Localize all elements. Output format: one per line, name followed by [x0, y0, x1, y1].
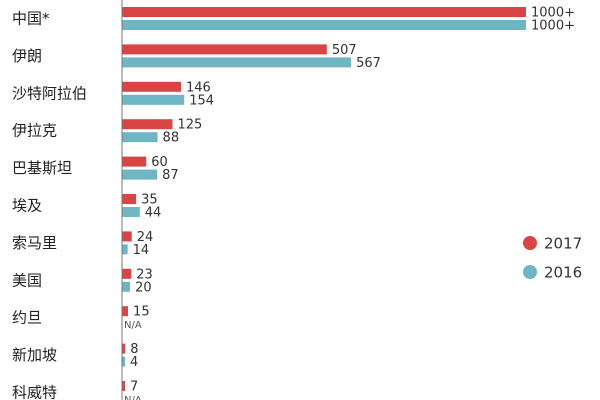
category-label: 伊拉克 — [12, 122, 57, 140]
bar-2016 — [122, 132, 158, 143]
legend-label: 2016 — [544, 264, 582, 282]
value-label: 146 — [186, 80, 211, 95]
value-label: 15 — [133, 305, 150, 320]
category-label: 美国 — [12, 271, 42, 289]
value-label: 35 — [141, 193, 158, 208]
bar-2016 — [122, 94, 185, 105]
value-label: 87 — [162, 168, 179, 183]
value-label: 1000+ — [531, 19, 575, 34]
bar-2016 — [122, 356, 125, 367]
category-label: 索马里 — [12, 234, 57, 252]
bar-2017 — [122, 81, 181, 92]
legend-marker-2017 — [523, 236, 537, 250]
bar-2017 — [122, 119, 173, 130]
value-label: N/A — [124, 395, 142, 400]
bar-2016 — [122, 20, 526, 30]
bar-2017 — [122, 194, 137, 204]
category-label: 约旦 — [12, 309, 42, 327]
value-label: 23 — [136, 267, 153, 282]
value-label: 507 — [332, 43, 357, 58]
bar-2017 — [122, 381, 125, 391]
value-label: N/A — [124, 320, 142, 331]
value-label: 14 — [133, 243, 150, 258]
category-label: 沙特阿拉伯 — [12, 84, 87, 102]
bar-2017 — [122, 268, 132, 279]
bar-2017 — [122, 306, 129, 317]
category-label: 科威特 — [12, 384, 57, 400]
bar-2016 — [122, 57, 352, 68]
value-label: 7 — [130, 380, 138, 395]
value-label: 20 — [135, 280, 152, 295]
value-label: 60 — [151, 155, 168, 170]
value-label: 4 — [130, 355, 138, 370]
category-label: 埃及 — [12, 197, 42, 215]
bar-2016 — [122, 169, 158, 180]
value-label: 24 — [137, 230, 154, 245]
bar-2016 — [122, 207, 140, 217]
category-label: 巴基斯坦 — [12, 159, 72, 177]
bar-2017 — [122, 231, 132, 242]
value-label: 88 — [163, 131, 180, 146]
category-label: 中国* — [12, 10, 50, 28]
bar-2017 — [122, 156, 147, 167]
value-label: 154 — [189, 93, 214, 108]
value-label: 125 — [178, 118, 203, 133]
bar-2017 — [122, 44, 327, 55]
category-label: 伊朗 — [12, 47, 42, 65]
bar-2016 — [122, 281, 131, 292]
value-label: 567 — [356, 56, 381, 71]
category-label: 新加坡 — [12, 346, 57, 364]
value-label: 44 — [145, 206, 162, 221]
bar-2017 — [122, 343, 126, 354]
bar-2017 — [122, 7, 526, 17]
legend-label: 2017 — [544, 235, 582, 253]
bar-2016 — [122, 244, 128, 255]
legend-marker-2016 — [523, 265, 537, 279]
value-label: 8 — [130, 342, 138, 357]
value-label: 1000+ — [531, 6, 575, 21]
